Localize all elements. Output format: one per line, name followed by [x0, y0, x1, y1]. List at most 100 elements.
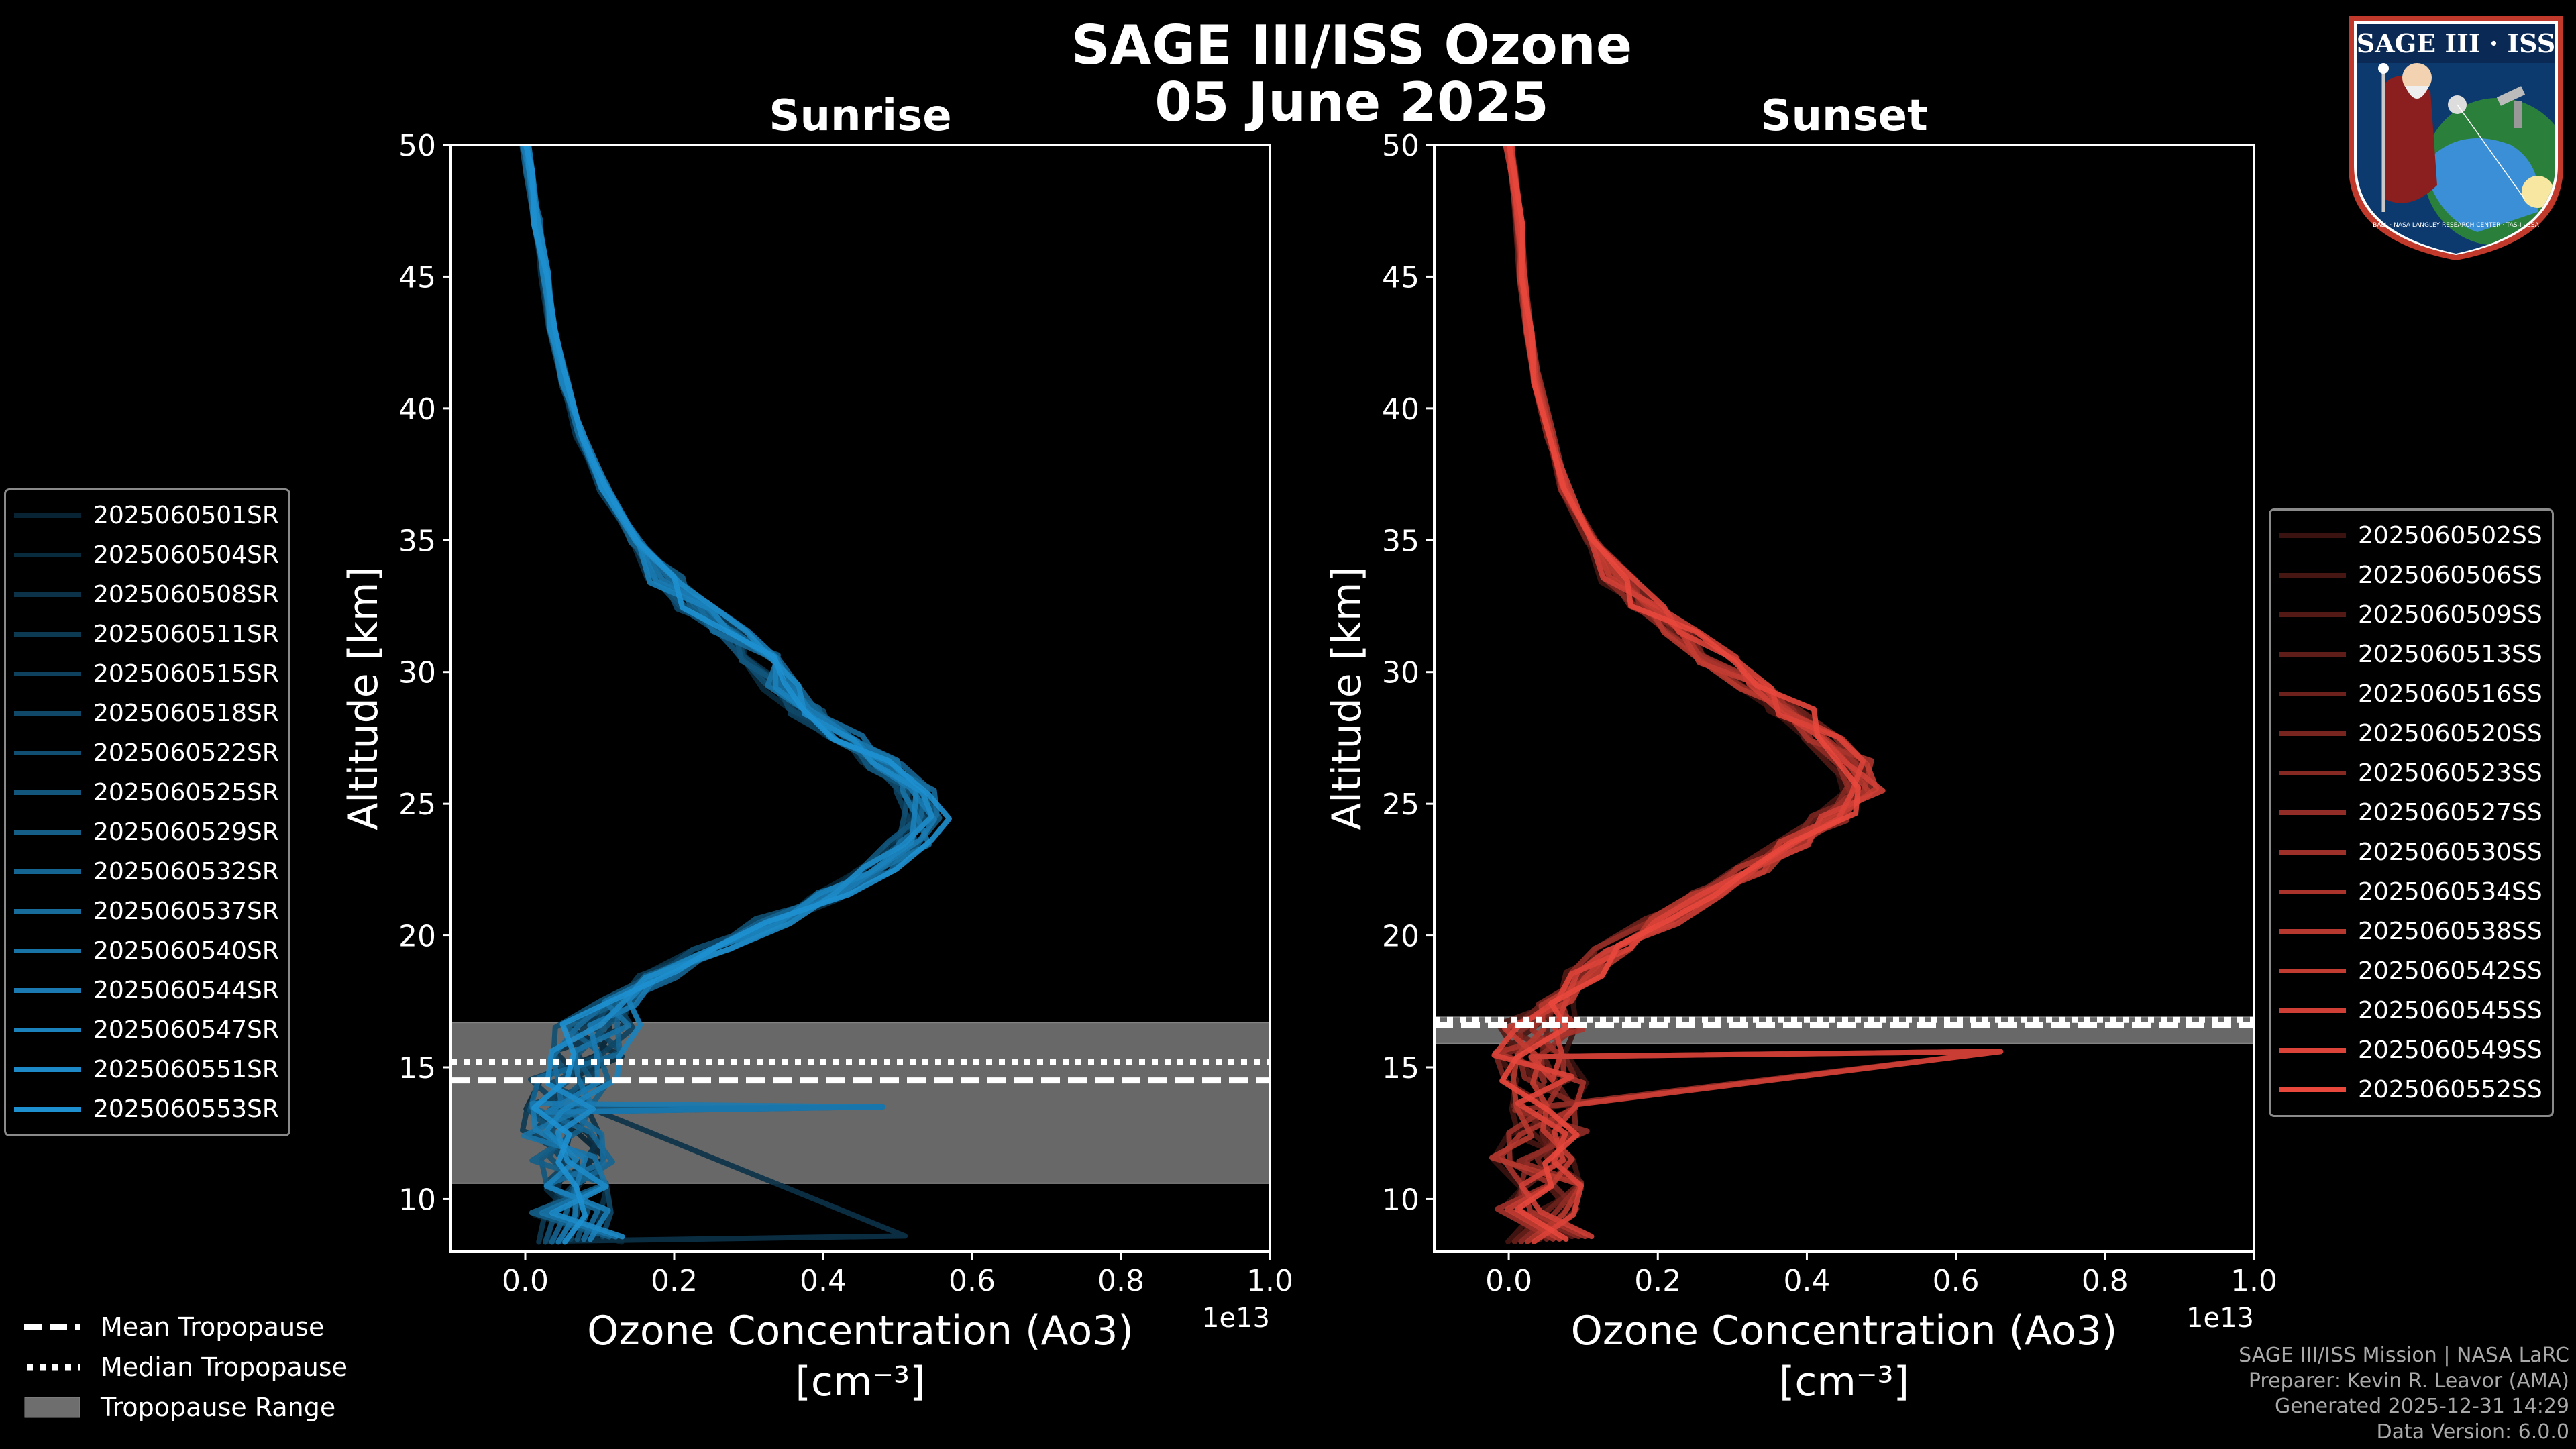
legend-swatch-2025060553SR	[14, 1107, 81, 1112]
panel-sunrise-profiles	[519, 145, 952, 1245]
footer-mission: SAGE III/ISS Mission | NASA LaRC	[2239, 1344, 2569, 1367]
legend-label-2025060537SR: 2025060537SR	[93, 898, 279, 925]
panel-sunrise-ytick-label-0: 10	[398, 1183, 436, 1217]
sunrise-legend: 2025060501SR 2025060504SR 2025060508SR 2025…	[4, 488, 290, 1136]
panel-sunrise-ytick-label-8: 50	[398, 129, 436, 163]
legend-item-2025060529SR: 2025060529SR	[14, 812, 279, 852]
legend-swatch-2025060552SS	[2279, 1087, 2346, 1092]
footer-preparer: Preparer: Kevin R. Leavor (AMA)	[2248, 1369, 2569, 1393]
legend-item-2025060515SR: 2025060515SR	[14, 654, 279, 694]
legend-swatch-2025060502SS	[2279, 533, 2346, 538]
legend-swatch-2025060540SR	[14, 949, 81, 953]
legend-swatch-2025060529SR	[14, 830, 81, 835]
panel-sunrise-ytick-label-7: 45	[398, 260, 436, 294]
panel-sunset-ytick-label-8: 50	[1382, 129, 1419, 163]
legend-item-2025060522SR: 2025060522SR	[14, 733, 279, 773]
panel-sunset-ytick-label-4: 30	[1382, 656, 1419, 690]
logo-title: SAGE III · ISS	[2357, 28, 2555, 58]
legend-label-2025060552SS: 2025060552SS	[2358, 1076, 2542, 1104]
panels-group: 0.0 0.2 0.4 0.6 0.8 1.0 10 15 20 25 30 35 40 45 50 Sunr…	[340, 91, 2277, 1405]
legend-item-2025060513SS: 2025060513SS	[2279, 635, 2542, 674]
panel-sunrise-xlabel: Ozone Concentration (Ao3)	[587, 1307, 1134, 1354]
legend-swatch-2025060508SR	[14, 592, 81, 597]
legend-swatch-2025060525SR	[14, 790, 81, 795]
legend-item-2025060532SR: 2025060532SR	[14, 852, 279, 892]
legend-label-2025060532SR: 2025060532SR	[93, 858, 279, 885]
footer-generated: Generated 2025-12-31 14:29	[2274, 1395, 2569, 1418]
panel-sunrise-ytick-label-3: 25	[398, 788, 436, 822]
legend-swatch-2025060501SR	[14, 513, 81, 518]
legend-swatch-2025060538SS	[2279, 929, 2346, 934]
panel-sunrise-x-multiplier: 1e13	[1202, 1303, 1270, 1334]
logo-ring-text: BALL · NASA LANGLEY RESEARCH CENTER · TA…	[2373, 222, 2540, 229]
legend-item-2025060501SR: 2025060501SR	[14, 496, 279, 535]
figure-title-line2: 05 June 2025	[1155, 71, 1549, 133]
legend-item-2025060544SR: 2025060544SR	[14, 971, 279, 1010]
legend-swatch-2025060504SR	[14, 553, 81, 557]
panel-sunrise-xtick-label-0: 0.0	[502, 1264, 549, 1298]
sunset-legend: 2025060502SS 2025060506SS 2025060509SS 2025…	[2269, 508, 2554, 1117]
panel-sunset-ytick-label-6: 40	[1382, 392, 1419, 427]
panel-sunrise-ytick-label-2: 20	[398, 920, 436, 954]
legend-swatch-2025060522SR	[14, 751, 81, 755]
legend-label-2025060506SS: 2025060506SS	[2358, 561, 2542, 589]
legend-label-2025060538SS: 2025060538SS	[2358, 918, 2542, 945]
legend-label-2025060504SR: 2025060504SR	[93, 541, 279, 569]
legend-label-2025060525SR: 2025060525SR	[93, 779, 279, 806]
legend-label-2025060522SR: 2025060522SR	[93, 739, 279, 767]
tropopause-legend: Mean Tropopause Median Tropopause Tropop…	[24, 1307, 347, 1428]
legend-label-2025060515SR: 2025060515SR	[93, 660, 279, 688]
legend-label-2025060518SR: 2025060518SR	[93, 700, 279, 727]
legend-swatch-2025060530SS	[2279, 850, 2346, 855]
legend-label-2025060511SR: 2025060511SR	[93, 621, 279, 648]
panel-sunset-title: Sunset	[1760, 91, 1927, 141]
panel-sunrise-xunit: [cm⁻³]	[796, 1358, 926, 1405]
legend-swatch-2025060532SR	[14, 869, 81, 874]
panel-sunset-ytick-label-7: 45	[1382, 260, 1419, 294]
legend-label-2025060545SS: 2025060545SS	[2358, 997, 2542, 1024]
panel-sunset-xtick-label-1: 0.2	[1634, 1264, 1681, 1298]
legend-item-2025060508SR: 2025060508SR	[14, 575, 279, 614]
legend-swatch-2025060523SS	[2279, 771, 2346, 775]
legend-label-2025060553SR: 2025060553SR	[93, 1095, 279, 1123]
legend-swatch-2025060551SR	[14, 1067, 81, 1072]
legend-item-2025060509SS: 2025060509SS	[2279, 595, 2542, 635]
tropo-legend-range-label: Tropopause Range	[101, 1393, 336, 1422]
legend-item-2025060516SS: 2025060516SS	[2279, 674, 2542, 714]
legend-swatch-2025060544SR	[14, 988, 81, 993]
panel-sunset: 0.0 0.2 0.4 0.6 0.8 1.0 10 15 20 25 30 35 40 45 50 Suns…	[1324, 91, 2277, 1405]
panel-sunrise-ytick-label-1: 15	[398, 1051, 436, 1085]
legend-label-2025060527SS: 2025060527SS	[2358, 799, 2542, 826]
legend-item-2025060538SS: 2025060538SS	[2279, 912, 2542, 951]
legend-label-2025060529SR: 2025060529SR	[93, 818, 279, 846]
panel-sunrise-ytick-label-4: 30	[398, 656, 436, 690]
panel-sunset-xunit: [cm⁻³]	[1779, 1358, 1909, 1405]
panel-sunrise-xtick-label-2: 0.4	[800, 1264, 847, 1298]
range-box-icon	[24, 1397, 80, 1418]
dotted-line-icon	[27, 1364, 80, 1371]
legend-item-2025060520SS: 2025060520SS	[2279, 714, 2542, 753]
legend-item-2025060537SR: 2025060537SR	[14, 892, 279, 931]
panel-sunset-xlabel: Ozone Concentration (Ao3)	[1571, 1307, 2118, 1354]
legend-item-2025060502SS: 2025060502SS	[2279, 516, 2542, 555]
panel-sunset-ytick-label-5: 35	[1382, 524, 1419, 558]
legend-label-2025060542SS: 2025060542SS	[2358, 957, 2542, 985]
legend-item-2025060530SS: 2025060530SS	[2279, 833, 2542, 872]
figure-title-line1: SAGE III/ISS Ozone	[1071, 14, 1632, 76]
panel-sunset-ylabel: Altitude [km]	[1324, 566, 1371, 830]
panel-sunset-ytick-label-0: 10	[1382, 1183, 1419, 1217]
legend-swatch-2025060520SS	[2279, 731, 2346, 736]
profile-2025060545SS	[1509, 145, 2004, 1240]
panel-sunrise-title: Sunrise	[769, 91, 951, 141]
legend-item-2025060534SS: 2025060534SS	[2279, 872, 2542, 912]
legend-item-2025060549SS: 2025060549SS	[2279, 1030, 2542, 1070]
legend-swatch-2025060534SS	[2279, 890, 2346, 894]
tropo-legend-median-label: Median Tropopause	[101, 1352, 347, 1382]
legend-label-2025060540SR: 2025060540SR	[93, 937, 279, 965]
footer-credits: SAGE III/ISS Mission | NASA LaRC Prepare…	[2239, 1343, 2569, 1445]
legend-swatch-2025060509SS	[2279, 612, 2346, 617]
panel-sunrise-xtick-label-3: 0.6	[949, 1264, 996, 1298]
legend-swatch-2025060506SS	[2279, 573, 2346, 578]
legend-label-2025060513SS: 2025060513SS	[2358, 641, 2542, 668]
